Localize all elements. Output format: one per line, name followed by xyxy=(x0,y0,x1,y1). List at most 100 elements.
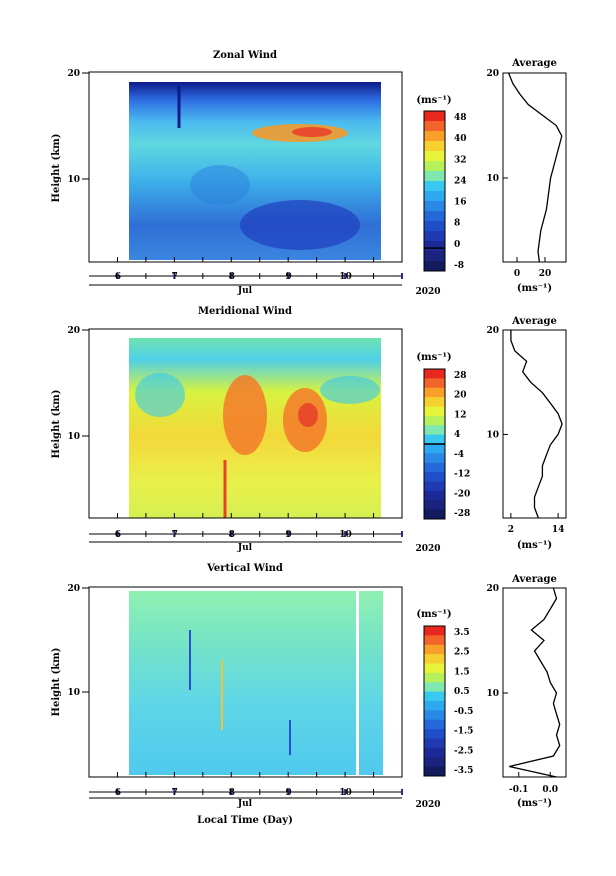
colorbar-band xyxy=(424,691,445,702)
average-profile-1: Average 20 10 2 14(ms⁻¹) xyxy=(486,316,567,551)
colorbar-band xyxy=(424,481,445,492)
x-tick-label: 9 xyxy=(286,530,292,540)
colorbar-band xyxy=(424,444,445,454)
average-title: Average xyxy=(511,58,557,69)
colorbar-tick: 28 xyxy=(454,371,467,381)
colorbar-tick: 24 xyxy=(454,176,467,186)
colorbar-band xyxy=(424,626,445,636)
colorbar-band xyxy=(424,654,445,664)
colorbar-band xyxy=(424,151,445,162)
year-label: 2020 xyxy=(415,800,440,810)
colorbar-tick: 20 xyxy=(454,391,467,401)
profile-unit: (ms⁻¹) xyxy=(517,283,552,294)
colorbar-band xyxy=(424,701,445,711)
colorbar-band xyxy=(424,378,445,389)
colorbar-band xyxy=(424,663,445,674)
year-label: 2020 xyxy=(415,287,440,297)
x-tick-label: 9 xyxy=(286,272,292,282)
colorbar-band xyxy=(424,672,445,683)
colorbar-1: 28 20 12 4 -4 -12 -20 -28 (ms⁻¹) xyxy=(416,352,470,520)
x-tick-label: 7 xyxy=(172,530,178,540)
zonal-ytick-10: 10 xyxy=(67,175,80,185)
zonal-ylabel: Height (km) xyxy=(51,134,62,203)
colorbar-unit: (ms⁻¹) xyxy=(416,95,451,106)
colorbar-band xyxy=(424,710,445,721)
month-label: Jul xyxy=(237,543,253,553)
colorbar-band xyxy=(424,111,445,122)
colorbar-band xyxy=(424,490,445,501)
colorbar-tick: 12 xyxy=(454,410,467,420)
colorbar-tick: 4 xyxy=(454,430,460,440)
profile-frame xyxy=(502,72,567,263)
zonal-patch xyxy=(190,165,250,205)
profile-xtick: 14 xyxy=(552,525,565,535)
colorbar-tick: -2.5 xyxy=(454,746,473,756)
colorbar-frame xyxy=(423,110,446,272)
colorbar-tick: 3.5 xyxy=(454,628,470,638)
colorbar-band xyxy=(424,161,445,172)
colorbar-band xyxy=(424,141,445,152)
month-label: Jul xyxy=(237,286,253,296)
colorbar-tick: 0.5 xyxy=(454,687,470,697)
profile-ytick: 20 xyxy=(486,69,499,79)
colorbar-band xyxy=(424,171,445,182)
colorbars: 484032241680-8(ms⁻¹)2820124-4-12-20-28(m… xyxy=(416,95,473,777)
colorbar-tick: -20 xyxy=(454,489,470,499)
profile-ytick: 20 xyxy=(486,326,499,336)
colorbar-band xyxy=(424,211,445,222)
merid-max-1 xyxy=(223,375,267,455)
colorbar-band xyxy=(424,738,445,749)
colorbar-tick: -28 xyxy=(454,509,470,519)
x-tick-label: 9 xyxy=(286,788,292,798)
colorbar-tick: -8 xyxy=(454,261,464,271)
zonal-y-axis: 20 10 Height (km) xyxy=(51,69,89,202)
colorbar-band xyxy=(424,251,445,262)
zonal-ytick-20: 20 xyxy=(67,69,80,79)
average-profile-2: Average 20 10 -0.1 0.0 (ms⁻¹) xyxy=(486,574,567,809)
merid-neg-2 xyxy=(320,376,380,404)
colorbar-band xyxy=(424,369,445,379)
colorbar-band xyxy=(424,434,445,445)
profile-line xyxy=(510,330,563,519)
time-axes: 6 7 8 9 10 Jul 2020 6 7 8 9 10 Jul 2020 6 7 8 9 10 Jul 2020 xyxy=(89,257,441,810)
colorbar-band xyxy=(424,682,445,693)
average-profile-0: Average 20 10 0 20 (ms⁻¹) xyxy=(486,58,567,294)
colorbar-band xyxy=(424,131,445,142)
colorbar-unit: (ms⁻¹) xyxy=(416,609,451,620)
x-tick-label: 7 xyxy=(172,272,178,282)
colorbar-tick: 0 xyxy=(454,240,460,250)
colorbar-2: 3.5 2.5 1.5 0.5 -0.5 -1.5 -2.5 -3.5 (ms⁻¹) xyxy=(416,609,473,777)
vert-ytick-20: 20 xyxy=(67,584,80,594)
profile-frame xyxy=(502,587,567,778)
colorbar-band xyxy=(424,509,445,520)
colorbar-tick: 32 xyxy=(454,155,467,165)
x-tick-label: 6 xyxy=(115,530,121,540)
x-tick-label: 6 xyxy=(115,272,121,282)
colorbar-band xyxy=(424,453,445,464)
vert-ylabel: Height (km) xyxy=(51,648,62,717)
profile-xtick: 2 xyxy=(508,525,514,535)
colorbar-band xyxy=(424,500,445,511)
profile-ytick: 10 xyxy=(486,174,499,184)
time-axis-2: 6 7 8 9 10 Jul 2020 xyxy=(89,772,441,810)
profile-line xyxy=(507,72,563,263)
merid-axes-frame xyxy=(88,328,403,519)
merid-y-axis: 20 10 Height (km) xyxy=(51,326,89,458)
x-tick-label: 8 xyxy=(229,530,235,540)
vert-title: Vertical Wind xyxy=(206,563,283,574)
time-axis-0: 6 7 8 9 10 Jul 2020 xyxy=(89,257,441,297)
colorbar-band xyxy=(424,729,445,739)
profile-ytick: 10 xyxy=(486,689,499,699)
colorbar-band xyxy=(424,644,445,655)
profile-frame xyxy=(502,329,567,519)
average-title: Average xyxy=(511,316,557,327)
zonal-easterly-region xyxy=(240,200,360,250)
colorbar-frame xyxy=(423,625,446,777)
x-tick-label: 8 xyxy=(229,788,235,798)
year-label: 2020 xyxy=(415,544,440,554)
profile-ytick: 10 xyxy=(486,430,499,440)
colorbar-tick: 16 xyxy=(454,198,467,208)
profile-line xyxy=(509,587,561,778)
x-tick-label: 7 xyxy=(172,788,178,798)
